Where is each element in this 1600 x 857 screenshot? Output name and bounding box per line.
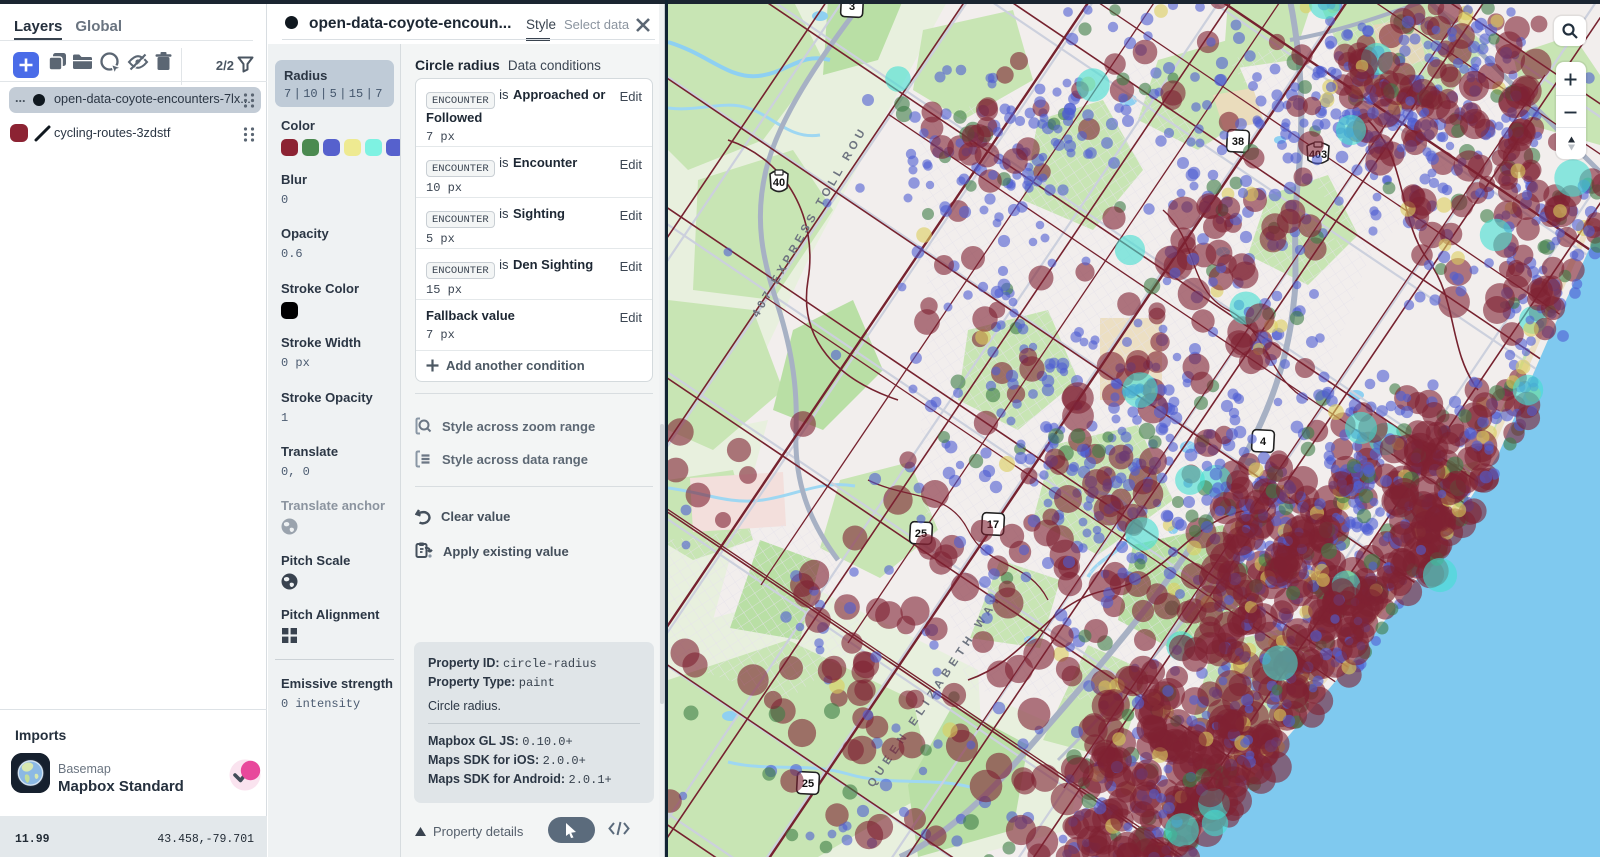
svg-text:3: 3 <box>849 1 855 13</box>
svg-text:25: 25 <box>802 778 814 790</box>
svg-text:40: 40 <box>773 177 785 189</box>
svg-text:38: 38 <box>1232 136 1244 148</box>
svg-text:4: 4 <box>1260 436 1267 448</box>
